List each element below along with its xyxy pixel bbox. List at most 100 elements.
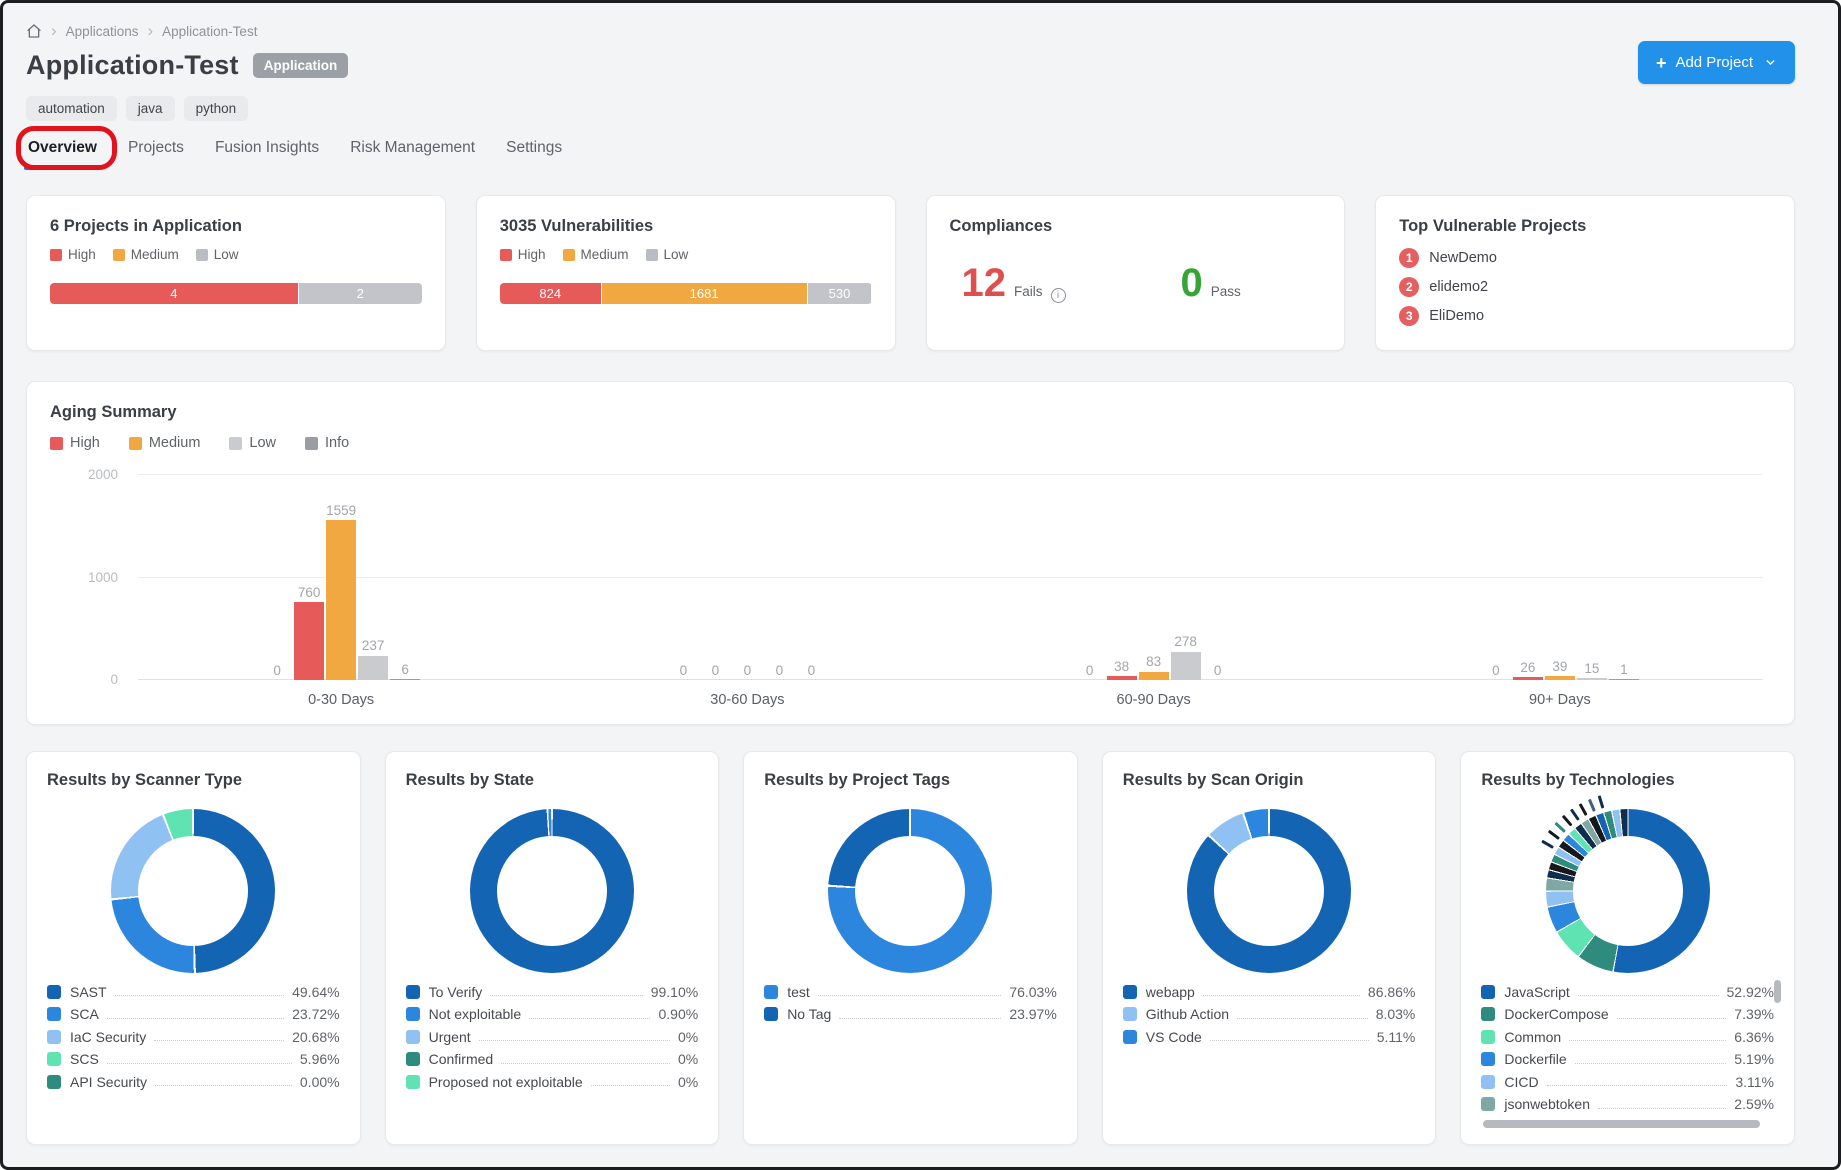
aging-bar [1545, 676, 1575, 680]
donut-legend: test76.03%No Tag23.97% [764, 982, 1057, 1024]
legend-swatch [1481, 1007, 1495, 1021]
horizontal-scrollbar[interactable] [1483, 1120, 1760, 1128]
project-rank-item[interactable]: 2elidemo2 [1399, 277, 1771, 297]
bar-group: 038832780 [951, 468, 1357, 680]
donut-legend-row: VS Code5.11% [1123, 1027, 1416, 1046]
project-rank-item[interactable]: 3EliDemo [1399, 306, 1771, 326]
dotted-leader [1210, 1040, 1369, 1041]
donut-legend-row: DockerCompose7.39% [1481, 1005, 1774, 1024]
projects-stacked-bar: 42 [50, 283, 422, 304]
aging-bar [1513, 677, 1543, 680]
compliances-card-title: Compliances [950, 217, 1322, 236]
bar-slot: 1 [1609, 468, 1639, 680]
bar-slot: 38 [1107, 468, 1137, 680]
tab-settings[interactable]: Settings [504, 135, 564, 167]
legend-label: Common [1504, 1029, 1561, 1045]
vertical-scrollbar-thumb[interactable] [1774, 980, 1781, 1003]
aging-bar [358, 656, 388, 680]
legend-swatch [47, 1030, 61, 1044]
bar-slot: 0 [668, 468, 698, 680]
breadcrumb-applications[interactable]: Applications [66, 24, 139, 39]
legend-percent-value: 0% [678, 1051, 698, 1067]
aging-bar [1171, 652, 1201, 680]
bar-value-label: 1559 [326, 504, 356, 518]
legend-label: High [68, 247, 96, 262]
x-axis-category-label: 30-60 Days [544, 692, 950, 708]
add-project-label: Add Project [1675, 54, 1753, 71]
legend-label: API Security [70, 1074, 147, 1090]
bar-value-label: 0 [1214, 664, 1222, 678]
donut-legend-row: SCA23.72% [47, 1005, 340, 1024]
legend-label: Low [214, 247, 239, 262]
slice-tick-mark [1547, 830, 1559, 840]
page-title: Application-Test [26, 50, 239, 81]
donut-card-results-by-state: Results by StateTo Verify99.10%Not explo… [385, 751, 720, 1145]
dotted-leader [529, 1018, 650, 1019]
chevron-down-icon [1764, 56, 1777, 69]
legend-label: jsonwebtoken [1504, 1096, 1590, 1112]
breadcrumb: › Applications › Application-Test [26, 21, 1795, 41]
donut-legend: webapp86.86%Github Action8.03%VS Code5.1… [1123, 982, 1416, 1046]
dotted-leader [839, 1018, 1001, 1019]
legend-swatch [1481, 1097, 1495, 1111]
bar-slot: 0 [1481, 468, 1511, 680]
legend-label: Urgent [429, 1029, 471, 1045]
legend-swatch [1123, 985, 1137, 999]
tab-bar: Overview Projects Fusion Insights Risk Mana… [26, 135, 1838, 168]
tab-risk-management[interactable]: Risk Management [348, 135, 477, 167]
x-axis-category-label: 90+ Days [1357, 692, 1763, 708]
aging-summary-card: Aging Summary HighMediumLowInfo 01000200… [26, 381, 1795, 725]
legend-swatch [406, 1030, 420, 1044]
rank-badge: 1 [1399, 248, 1419, 268]
aging-bar [1139, 672, 1169, 681]
dotted-leader [107, 1063, 292, 1064]
donut-legend-row: IaC Security20.68% [47, 1027, 340, 1046]
legend-label: Github Action [1146, 1006, 1229, 1022]
page-header: › Applications › Application-Test Applic… [3, 3, 1838, 121]
breadcrumb-current: Application-Test [162, 24, 257, 39]
legend-percent-value: 52.92% [1727, 984, 1774, 1000]
donut-card-results-by-scan-origin: Results by Scan Originwebapp86.86%Github… [1102, 751, 1437, 1145]
legend-percent-value: 5.11% [1377, 1029, 1416, 1045]
donut-legend-row: Urgent0% [406, 1027, 699, 1046]
legend-swatch [50, 249, 62, 261]
legend-percent-value: 7.39% [1734, 1006, 1774, 1022]
donut-card-title: Results by Scanner Type [47, 771, 340, 790]
bar-segment: 2 [298, 283, 422, 304]
dotted-leader [479, 1040, 670, 1041]
bar-slot: 0 [1075, 468, 1105, 680]
donut-legend: To Verify99.10%Not exploitable0.90%Urgen… [406, 982, 699, 1091]
legend-swatch [1481, 1052, 1495, 1066]
projects-legend: High Medium Low [50, 247, 422, 262]
bar-value-label: 26 [1520, 661, 1535, 675]
vulnerabilities-summary-card: 3035 Vulnerabilities HighMediumLow 82416… [476, 195, 896, 351]
tab-fusion-insights[interactable]: Fusion Insights [213, 135, 321, 167]
bar-value-label: 6 [401, 663, 409, 677]
dotted-leader [591, 1085, 670, 1086]
dotted-leader [1598, 1108, 1726, 1109]
bar-value-label: 1 [1620, 663, 1628, 677]
chevron-right-icon: › [147, 22, 153, 39]
aging-x-labels: 0-30 Days30-60 Days60-90 Days90+ Days [138, 692, 1763, 708]
home-icon[interactable] [26, 23, 42, 39]
legend-swatch [1123, 1007, 1137, 1021]
legend-percent-value: 3.11% [1735, 1074, 1774, 1090]
legend-label: To Verify [429, 984, 483, 1000]
donut-chart [1187, 809, 1351, 973]
donut-legend-row: API Security0.00% [47, 1072, 340, 1091]
info-icon[interactable]: i [1051, 288, 1066, 303]
tab-projects[interactable]: Projects [126, 135, 186, 167]
x-axis-category-label: 60-90 Days [951, 692, 1357, 708]
aging-summary-title: Aging Summary [50, 403, 1771, 422]
legend-label: webapp [1146, 984, 1195, 1000]
compliance-stats: 12Failsi0Pass [950, 263, 1322, 303]
project-rank-item[interactable]: 1NewDemo [1399, 248, 1771, 268]
dotted-leader [1569, 1040, 1726, 1041]
legend-item: Medium [113, 247, 179, 262]
slice-tick-mark [1554, 822, 1565, 833]
bar-value-label: 0 [808, 664, 816, 678]
tab-overview[interactable]: Overview [26, 135, 99, 167]
add-project-button[interactable]: + Add Project [1638, 41, 1795, 84]
donut-legend-row: No Tag23.97% [764, 1005, 1057, 1024]
donut-legend-row: Confirmed0% [406, 1050, 699, 1069]
